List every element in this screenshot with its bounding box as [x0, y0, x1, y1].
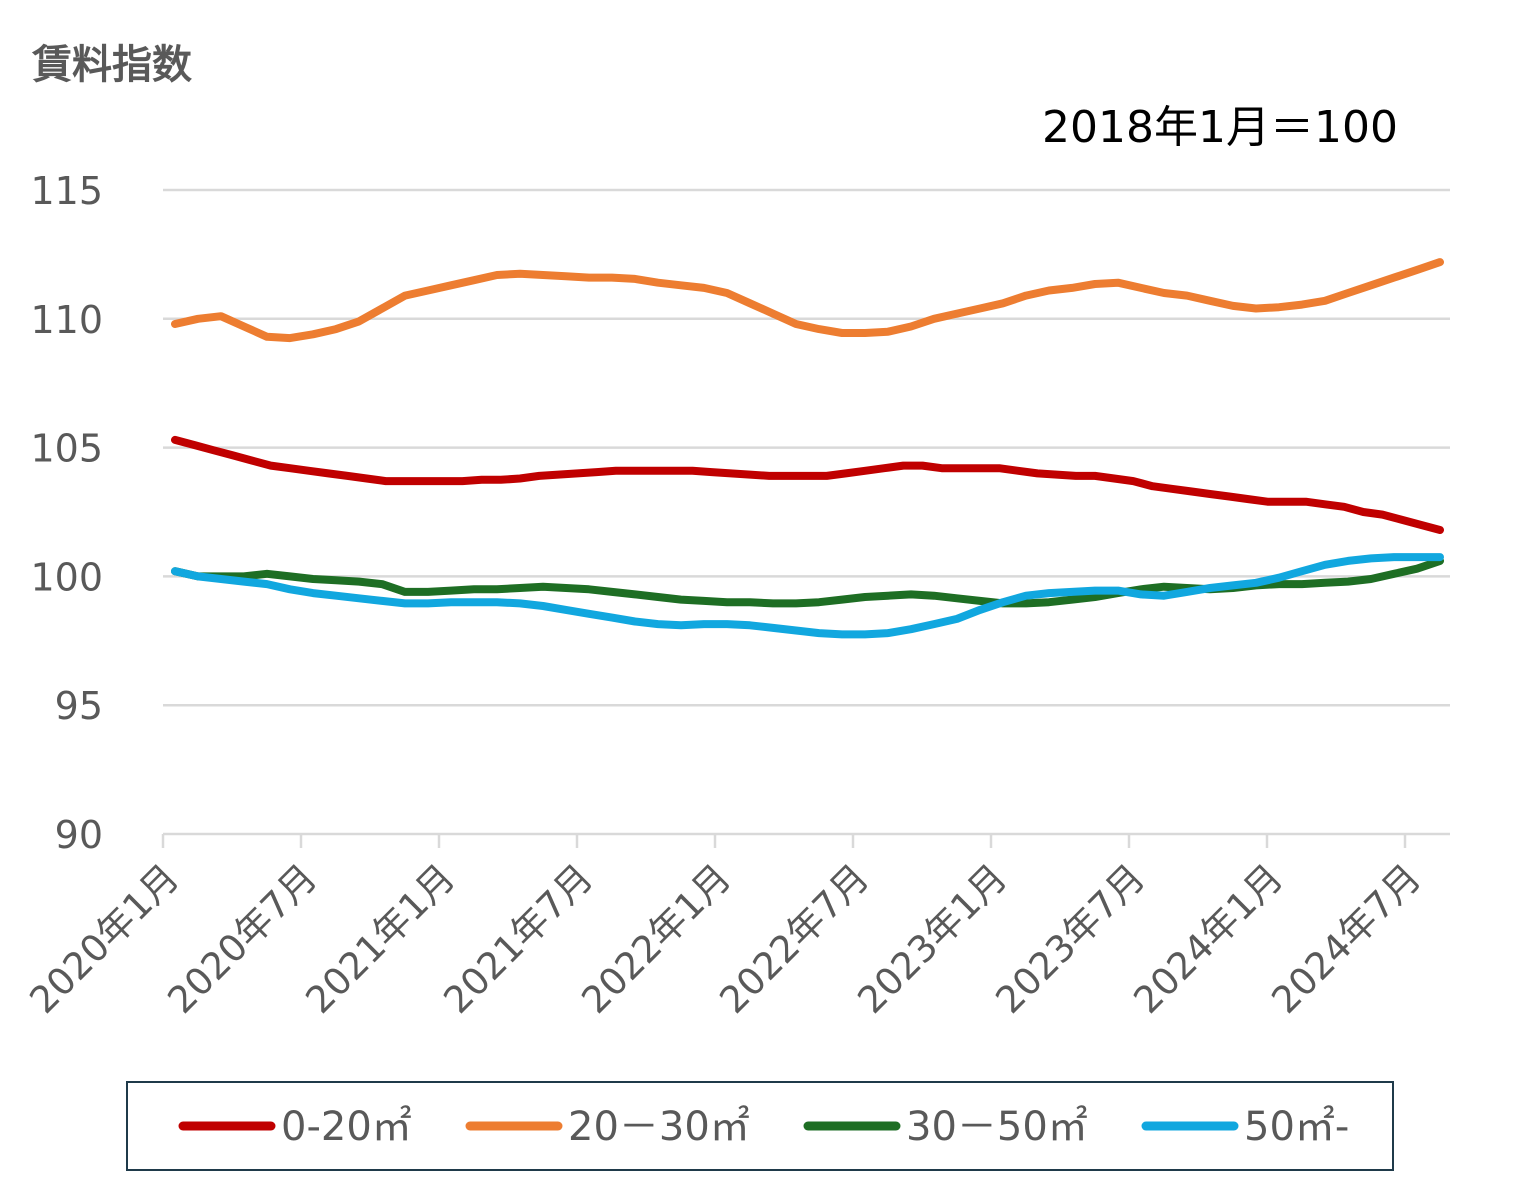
x-tick-label: 2024年1月 [1125, 856, 1291, 1022]
legend-label: 0-20㎡ [281, 1104, 412, 1150]
series-line-0 [171, 435, 1444, 534]
y-tick-label: 95 [55, 684, 103, 728]
x-tick-label: 2023年7月 [987, 856, 1153, 1022]
y-tick-label: 110 [30, 298, 103, 342]
series-line-3 [171, 553, 1444, 639]
x-tick-label: 2023年1月 [849, 856, 1015, 1022]
x-tick-label: 2020年7月 [159, 856, 325, 1022]
x-tick-label: 2020年1月 [21, 856, 187, 1022]
x-tick-label: 2021年1月 [297, 856, 463, 1022]
legend-label: 50㎡- [1244, 1104, 1349, 1150]
series-line-1 [171, 258, 1444, 343]
x-axis: 2020年1月2020年7月2021年1月2021年7月2022年1月2022年… [21, 834, 1429, 1022]
base-note: 2018年1月＝100 [1042, 102, 1398, 153]
x-tick-label: 2024年7月 [1263, 856, 1429, 1022]
y-axis-ticks: 115 110 105 100 95 90 [30, 169, 103, 857]
y-tick-label: 115 [30, 169, 103, 213]
x-tick-label: 2022年7月 [711, 856, 877, 1022]
series-group [171, 258, 1444, 639]
legend-label: 30－50㎡ [906, 1104, 1088, 1150]
gridlines [163, 188, 1450, 836]
y-tick-label: 105 [30, 427, 103, 471]
chart-title: 賃料指数 [31, 42, 192, 88]
legend: 0-20㎡ 20－30㎡ 30－50㎡ 50㎡- [178, 1104, 1349, 1150]
legend-label: 20－30㎡ [568, 1104, 750, 1150]
x-tick-label: 2022年1月 [573, 856, 739, 1022]
x-tick-label: 2021年7月 [435, 856, 601, 1022]
y-tick-label: 100 [30, 555, 103, 599]
y-tick-label: 90 [55, 813, 103, 857]
